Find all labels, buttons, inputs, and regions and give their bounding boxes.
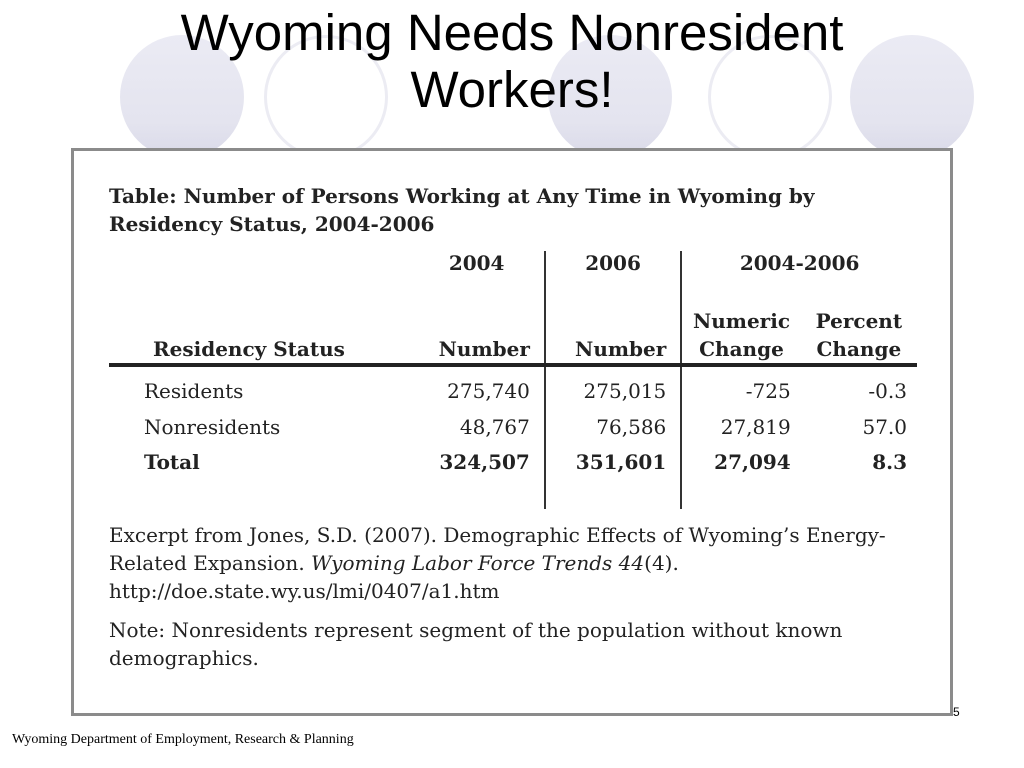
header-numeric-change: Numeric Change	[681, 307, 801, 367]
cell-status: Nonresidents	[144, 414, 281, 439]
decorative-circle	[264, 35, 388, 159]
footer-text: Wyoming Department of Employment, Resear…	[12, 732, 354, 747]
cell-status: Residents	[144, 379, 244, 403]
table-excerpt-image: Table: Number of Persons Working at Any …	[71, 148, 953, 716]
cell-percent-change: 57.0	[862, 414, 907, 439]
cell-2004: 48,767	[409, 409, 546, 444]
decorative-circle	[850, 35, 974, 159]
header-2006: 2006	[544, 251, 683, 307]
cell-2006: 275,015	[544, 365, 683, 409]
cell-percent-change: 8.3	[872, 449, 907, 474]
spacer-cell	[801, 479, 917, 509]
header-number-2006: Number	[544, 307, 683, 367]
decorative-circle	[708, 35, 832, 159]
table-row: Nonresidents 48,767 76,586 27,819 57.0	[109, 409, 917, 444]
blank-header-cell	[109, 251, 409, 307]
table-group-header-row: 2004 2006 2004-2006	[109, 251, 917, 307]
header-percent-change: Percent Change	[800, 307, 917, 367]
spacer-cell	[681, 479, 800, 509]
cell-numeric-change: 27,094	[714, 449, 791, 474]
slide-number: 5	[953, 705, 960, 719]
cell-numeric-change: 27,819	[720, 414, 791, 439]
spacer-cell	[409, 479, 546, 509]
cell-numeric-change: -725	[745, 379, 791, 403]
cell-percent-change: -0.3	[868, 379, 907, 403]
citation-part-1: Excerpt from Jones, S.D. (2007). Demogra…	[109, 523, 886, 575]
table-title: Table: Number of Persons Working at Any …	[109, 184, 815, 236]
spacer-cell	[544, 479, 683, 509]
spacer-cell	[109, 479, 409, 509]
slide-title: Wyoming Needs Nonresident Workers!	[180, 4, 844, 118]
note-text: Note: Nonresidents represent segment of …	[109, 618, 843, 670]
table-column-header-row: Residency Status Number Number Numeric C…	[109, 307, 917, 367]
cell-2004: 324,507	[409, 444, 546, 479]
header-number-2004: Number	[409, 307, 546, 367]
decorative-circle	[120, 35, 244, 159]
header-2004-2006: 2004-2006	[739, 251, 860, 275]
citation-part-2: (4). http://doe.state.wy.us/lmi/0407/a1.…	[109, 551, 679, 603]
table-row: Residents 275,740 275,015 -725 -0.3	[109, 365, 917, 409]
header-residency-status: Residency Status	[109, 307, 410, 367]
cell-2006: 351,601	[544, 444, 683, 479]
header-change-label: Change	[816, 337, 902, 361]
residency-table: 2004 2006 2004-2006 Residency Status Num…	[109, 251, 917, 509]
citation-text: Excerpt from Jones, S.D. (2007). Demogra…	[109, 521, 909, 605]
table-spacer-row	[109, 479, 917, 509]
header-numeric-label: Numeric	[692, 309, 790, 333]
cell-status: Total	[144, 449, 200, 474]
cell-2004: 275,740	[409, 365, 546, 409]
table-row-total: Total 324,507 351,601 27,094 8.3	[109, 444, 917, 479]
header-percent-label: Percent	[815, 309, 903, 333]
cell-2006: 76,586	[544, 409, 683, 444]
decorative-circle	[548, 35, 672, 159]
citation-journal: Wyoming Labor Force Trends 44	[311, 551, 645, 575]
header-2004: 2004	[409, 251, 546, 307]
header-change-label: Change	[699, 337, 784, 361]
